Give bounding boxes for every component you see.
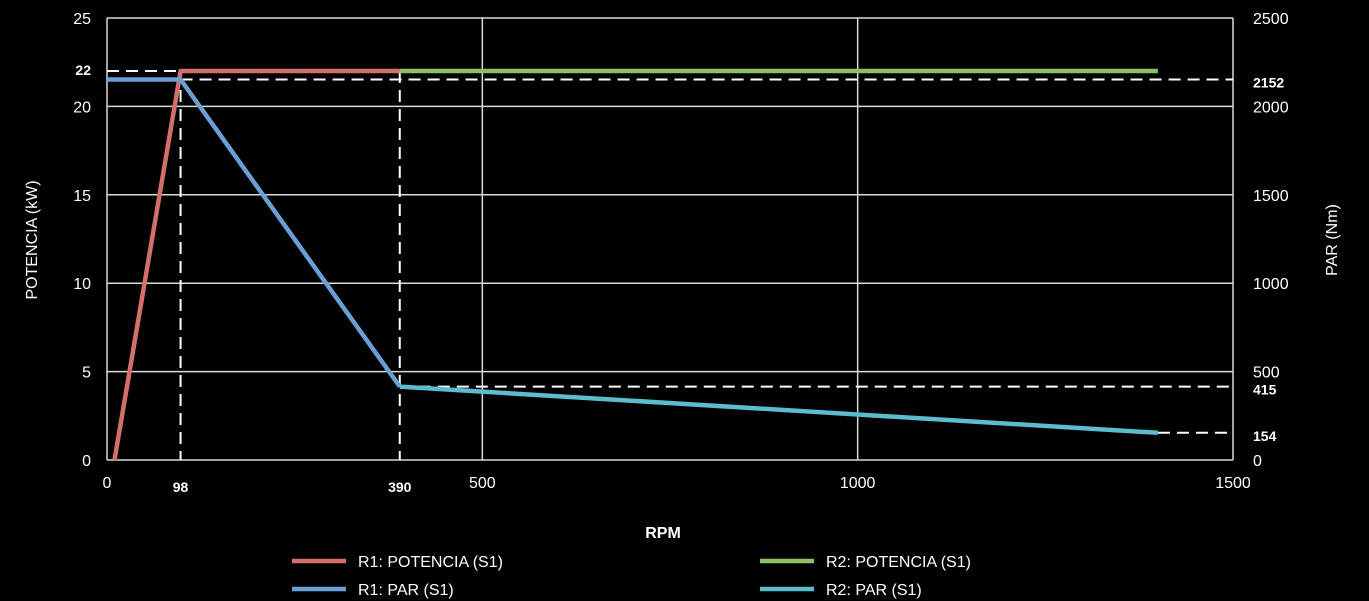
y-right-tick-label-marker: 2152 — [1253, 75, 1284, 91]
series-lines — [107, 68, 1159, 461]
series-line — [399, 384, 1159, 436]
series-line — [112, 68, 400, 461]
legend: R1: POTENCIA (S1) R2: POTENCIA (S1) R1: PA… — [292, 554, 971, 599]
x-tick-label: 1000 — [840, 475, 876, 492]
y-right-tick-label: 1000 — [1253, 276, 1289, 293]
y-right-tick-label: 2000 — [1253, 99, 1289, 116]
x-tick-label: 500 — [469, 475, 496, 492]
y-left-tick-label: 20 — [73, 99, 91, 116]
x-tick-label-marker: 390 — [388, 479, 412, 495]
grid — [106, 17, 1234, 461]
y-left-tick-label: 15 — [73, 188, 91, 205]
x-tick-label: 1500 — [1215, 475, 1251, 492]
y-left-tick-label: 0 — [82, 453, 91, 470]
tick-labels: 0 500 1000 1500 98 390 0 5 10 15 20 25 22 0 500 1000 150… — [73, 11, 1288, 495]
y-right-tick-label: 2500 — [1253, 11, 1289, 28]
x-tick-label-marker: 98 — [173, 479, 189, 495]
y-right-tick-label-marker: 154 — [1253, 428, 1277, 444]
legend-label: R1: POTENCIA (S1) — [358, 554, 503, 571]
y-right-tick-label: 0 — [1253, 453, 1262, 470]
legend-label: R2: PAR (S1) — [826, 582, 922, 599]
y-left-tick-label-marker: 22 — [75, 62, 91, 78]
x-tick-label: 0 — [103, 475, 112, 492]
y-left-axis-title: POTENCIA (kW) — [24, 180, 41, 299]
legend-label: R2: POTENCIA (S1) — [826, 554, 971, 571]
y-right-tick-label: 500 — [1253, 365, 1280, 382]
y-left-tick-label: 10 — [73, 276, 91, 293]
legend-label: R1: PAR (S1) — [358, 582, 454, 599]
series-line — [107, 77, 402, 388]
x-axis-title: RPM — [645, 525, 681, 542]
y-left-tick-label: 25 — [73, 11, 91, 28]
y-left-tick-label: 5 — [82, 365, 91, 382]
y-right-axis-title: PAR (Nm) — [1324, 204, 1341, 276]
y-right-tick-label-marker: 415 — [1253, 382, 1277, 398]
y-right-tick-label: 1500 — [1253, 188, 1289, 205]
reference-lines — [107, 70, 1233, 460]
